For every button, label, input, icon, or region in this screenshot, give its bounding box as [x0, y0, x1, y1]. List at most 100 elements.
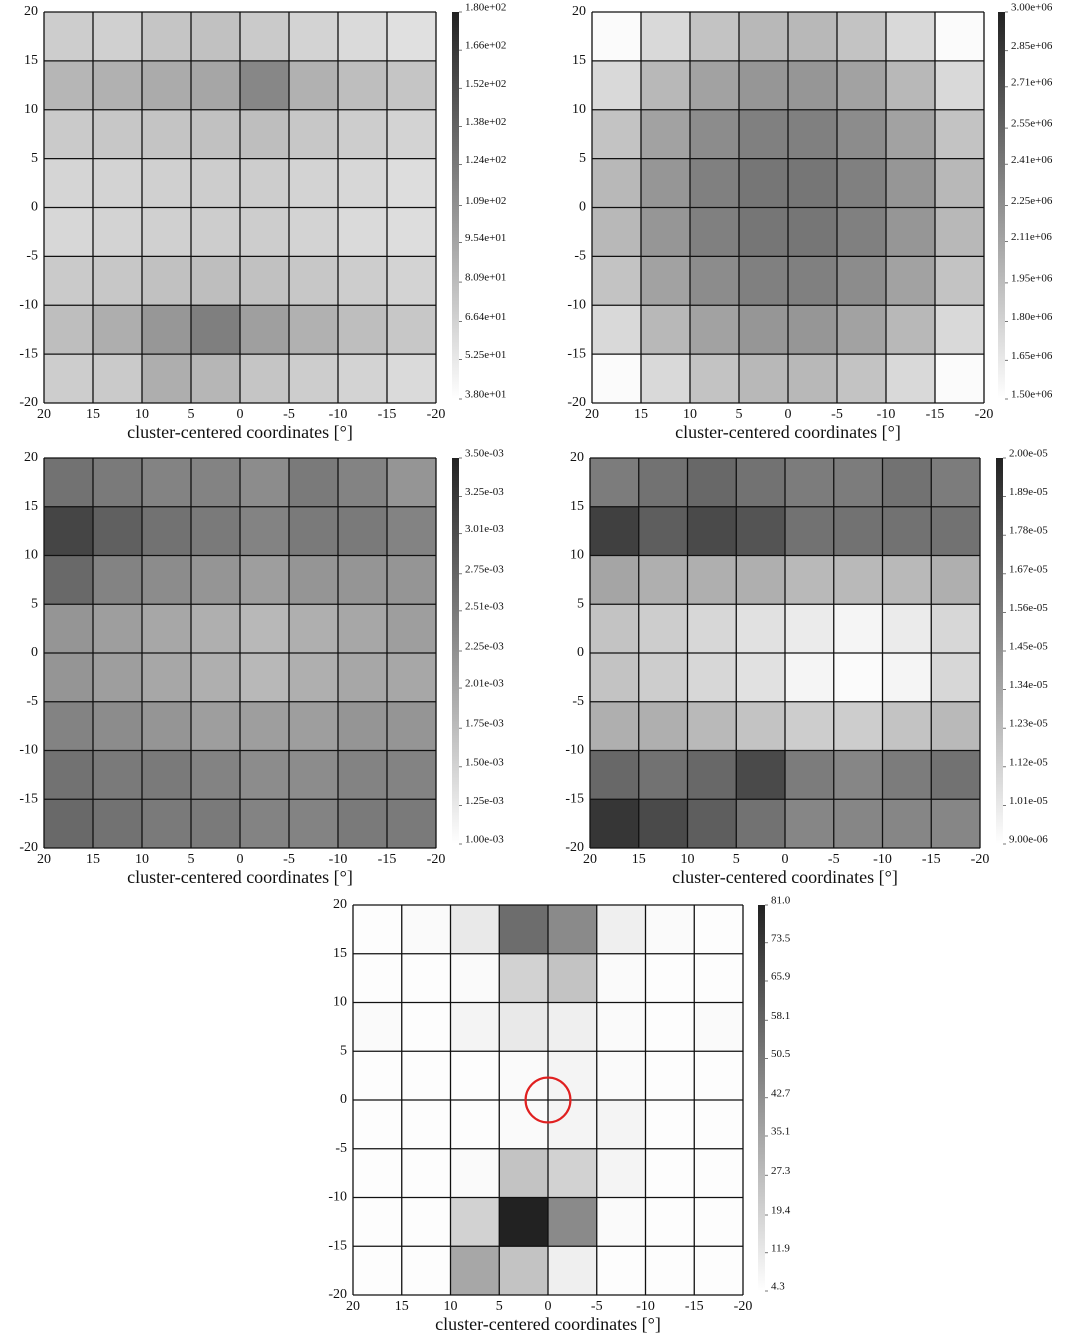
- heat-cell: [834, 507, 883, 556]
- heat-cell: [142, 110, 192, 159]
- heat-cell: [387, 208, 437, 257]
- y-tick-label: -20: [19, 840, 38, 855]
- y-tick-label: 10: [24, 548, 38, 563]
- heat-cell: [338, 702, 388, 751]
- heat-cell: [739, 305, 789, 354]
- y-tick-label: 20: [572, 4, 586, 19]
- y-tick-label: 0: [579, 200, 586, 215]
- heat-cell: [736, 458, 785, 507]
- heat-cell: [785, 507, 834, 556]
- colorbar-tick-label: 1.23e-05: [1009, 718, 1048, 730]
- colorbar-tick-label: 1.45e-05: [1009, 641, 1048, 653]
- colorbar-tick-label: 3.50e-03: [465, 448, 504, 460]
- heat-cell: [883, 507, 932, 556]
- heat-cell: [338, 556, 388, 605]
- y-tick-label: -10: [565, 743, 584, 758]
- heat-cell: [142, 653, 192, 702]
- heat-cell: [402, 1198, 451, 1247]
- colorbar-tick-label: 11.9: [771, 1242, 790, 1254]
- heat-cell: [641, 208, 691, 257]
- y-tick-label: -5: [335, 1141, 347, 1156]
- colorbar-tick-label: 9.54e+01: [465, 232, 506, 244]
- heat-cell: [387, 702, 437, 751]
- heat-cell: [690, 256, 740, 305]
- heat-cell: [142, 12, 192, 61]
- y-tick-label: 15: [570, 499, 584, 514]
- heat-cell: [646, 905, 695, 954]
- heat-cell: [694, 1100, 743, 1149]
- heat-cell: [402, 1051, 451, 1100]
- colorbar-tick-label: 2.01e-03: [465, 678, 504, 690]
- heat-cell: [590, 751, 639, 800]
- heat-cell: [785, 799, 834, 848]
- heat-cell: [785, 653, 834, 702]
- x-tick-label: 15: [632, 852, 646, 867]
- heat-cell: [289, 256, 339, 305]
- heat-cell: [387, 256, 437, 305]
- colorbar-tick-label: 2.11e+06: [1011, 231, 1052, 243]
- heat-cell: [597, 1003, 646, 1052]
- heat-cell: [690, 61, 740, 110]
- x-tick-label: -5: [831, 407, 843, 422]
- heat-cell: [639, 751, 688, 800]
- y-tick-label: -20: [565, 840, 584, 855]
- heat-cell: [935, 256, 985, 305]
- y-tick-label: 5: [577, 596, 584, 611]
- heat-cell: [883, 458, 932, 507]
- y-tick-label: -15: [565, 791, 584, 806]
- heat-cell: [402, 1100, 451, 1149]
- y-tick-label: 20: [333, 897, 347, 912]
- colorbar-tick-label: 6.64e+01: [465, 311, 506, 323]
- heat-cell: [289, 159, 339, 208]
- heat-cell: [883, 556, 932, 605]
- heat-cell: [289, 702, 339, 751]
- heat-cell: [289, 653, 339, 702]
- heat-cell: [736, 653, 785, 702]
- heat-cell: [142, 799, 192, 848]
- heat-cell: [240, 702, 290, 751]
- heat-cell: [191, 208, 241, 257]
- heat-cell: [788, 208, 838, 257]
- heat-cell: [736, 507, 785, 556]
- heat-cell: [641, 110, 691, 159]
- heat-cell: [646, 954, 695, 1003]
- heat-cell: [499, 1149, 548, 1198]
- colorbar-tick-label: 1.66e+02: [465, 40, 506, 52]
- heat-cell: [338, 751, 388, 800]
- heat-cell: [387, 799, 437, 848]
- heat-cell: [191, 556, 241, 605]
- heat-cell: [739, 61, 789, 110]
- heat-cell: [353, 1051, 402, 1100]
- x-tick-label: 0: [545, 1299, 552, 1314]
- heat-cell: [338, 799, 388, 848]
- heat-cell: [93, 702, 143, 751]
- colorbar-tick-label: 1.78e-05: [1009, 525, 1048, 537]
- heat-cell: [837, 61, 887, 110]
- heat-cell: [240, 458, 290, 507]
- heat-cell: [548, 1003, 597, 1052]
- x-axis-label: cluster-centered coordinates [°]: [675, 422, 901, 442]
- heat-cell: [338, 507, 388, 556]
- heat-cell: [93, 354, 143, 403]
- heat-cell: [402, 1003, 451, 1052]
- x-tick-label: -5: [283, 407, 295, 422]
- x-tick-label: -10: [329, 407, 348, 422]
- y-tick-label: -20: [567, 395, 586, 410]
- colorbar-tick-label: 81.0: [771, 895, 791, 907]
- heat-cell: [191, 653, 241, 702]
- heat-cell: [641, 12, 691, 61]
- heat-cell: [142, 751, 192, 800]
- heat-cell: [935, 208, 985, 257]
- heat-cell: [834, 653, 883, 702]
- x-tick-label: -10: [873, 852, 892, 867]
- heat-cell: [44, 458, 94, 507]
- heat-cell: [142, 208, 192, 257]
- x-axis-label: cluster-centered coordinates [°]: [127, 422, 353, 442]
- heat-cell: [191, 751, 241, 800]
- heat-cell: [592, 159, 642, 208]
- heat-cell: [935, 110, 985, 159]
- heat-cell: [44, 604, 94, 653]
- heat-cell: [592, 61, 642, 110]
- heat-cell: [639, 702, 688, 751]
- heat-cell: [240, 556, 290, 605]
